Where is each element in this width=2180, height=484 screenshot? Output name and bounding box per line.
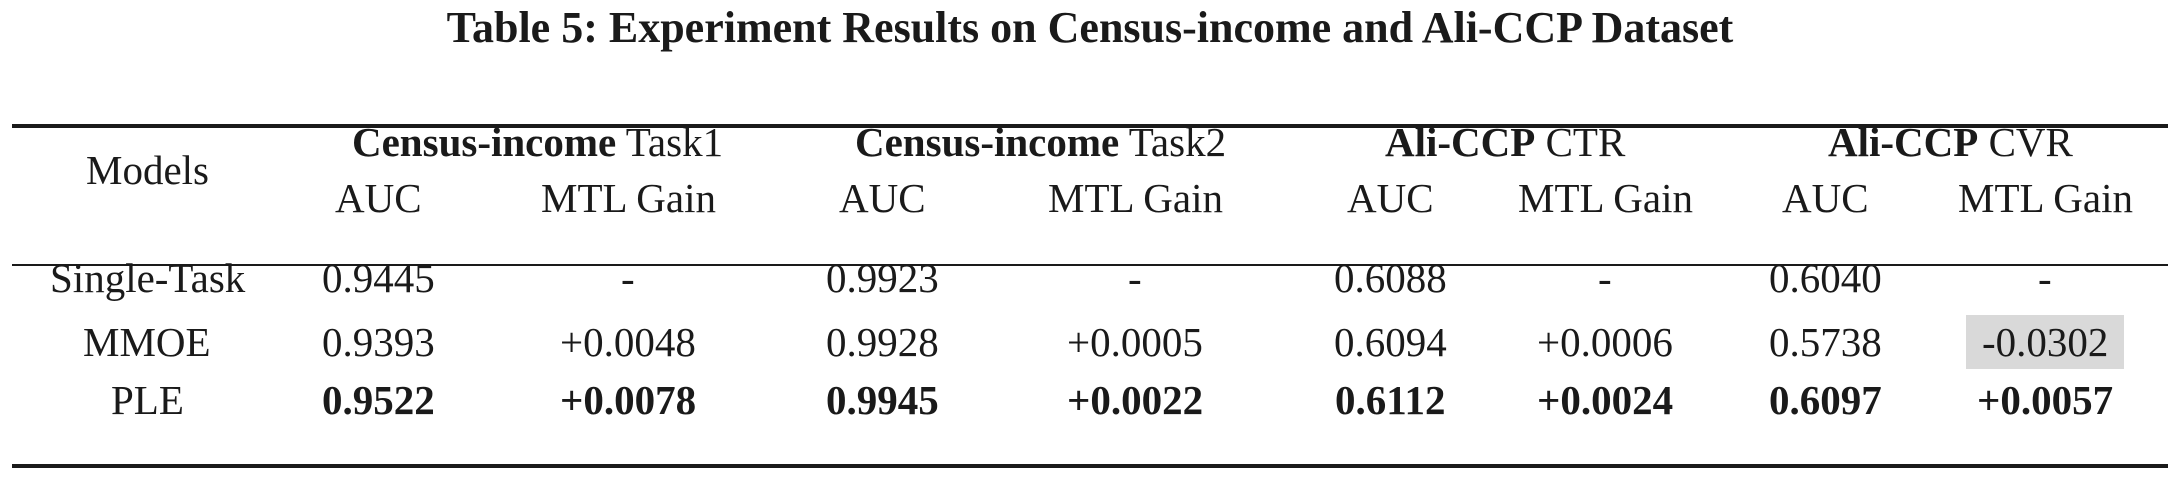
models-header: Models: [86, 147, 209, 193]
table-cell: +0.0006: [1537, 319, 1673, 365]
column-header: AUC: [335, 175, 422, 221]
table-cell: 0.6112: [1335, 377, 1446, 423]
table-cell: 0.9393: [322, 319, 435, 365]
table-cell: 0.9445: [322, 255, 435, 301]
column-header: AUC: [1782, 175, 1869, 221]
group-task-name: Task2: [1128, 119, 1227, 165]
column-header: MTL Gain: [1518, 175, 1693, 221]
table-cell: 0.6088: [1334, 255, 1447, 301]
table-cell: -: [1598, 255, 1612, 301]
group-header: Ali-CCP CVR: [1828, 117, 2073, 167]
table-cell: 0.9928: [826, 319, 939, 365]
table-caption: Table 5: Experiment Results on Census-in…: [446, 3, 1734, 52]
table-cell: -: [2038, 255, 2052, 301]
group-dataset-name: Ali-CCP: [1828, 119, 1979, 165]
group-header: Ali-CCP CTR: [1385, 117, 1625, 167]
table-cell: +0.0005: [1067, 319, 1203, 365]
model-name: PLE: [111, 377, 184, 423]
group-dataset-name: Ali-CCP: [1385, 119, 1536, 165]
model-name: Single-Task: [50, 255, 246, 301]
table-cell: 0.6094: [1334, 319, 1447, 365]
table-cell: -: [621, 255, 635, 301]
table-cell: +0.0057: [1977, 377, 2114, 423]
column-header: MTL Gain: [1048, 175, 1223, 221]
table-cell: 0.9945: [826, 377, 939, 423]
group-dataset-name: Census-income: [352, 119, 617, 165]
column-header: AUC: [1347, 175, 1434, 221]
group-header: Census-income Task2: [855, 117, 1226, 167]
bottom-rule: [12, 464, 2168, 468]
column-header: AUC: [839, 175, 926, 221]
table-cell: +0.0078: [560, 377, 697, 423]
group-task-name: CVR: [1988, 119, 2073, 165]
table-cell: 0.5738: [1769, 319, 1882, 365]
table-cell: 0.6040: [1769, 255, 1882, 301]
table-cell: 0.6097: [1769, 377, 1882, 423]
group-dataset-name: Census-income: [855, 119, 1120, 165]
table-cell: 0.9923: [826, 255, 939, 301]
table-cell: +0.0024: [1537, 377, 1674, 423]
table-cell: +0.0022: [1067, 377, 1204, 423]
column-header: MTL Gain: [1958, 175, 2133, 221]
group-task-name: CTR: [1545, 119, 1626, 165]
header-rule: [12, 264, 2168, 266]
model-name: MMOE: [83, 319, 211, 365]
table-cell: 0.9522: [322, 377, 435, 423]
table-cell: +0.0048: [560, 319, 696, 365]
table-cell: -: [1128, 255, 1142, 301]
group-header: Census-income Task1: [352, 117, 723, 167]
highlighted-cell: -0.0302: [1966, 315, 2125, 369]
top-rule: [12, 124, 2168, 128]
group-task-name: Task1: [625, 119, 724, 165]
column-header: MTL Gain: [541, 175, 716, 221]
